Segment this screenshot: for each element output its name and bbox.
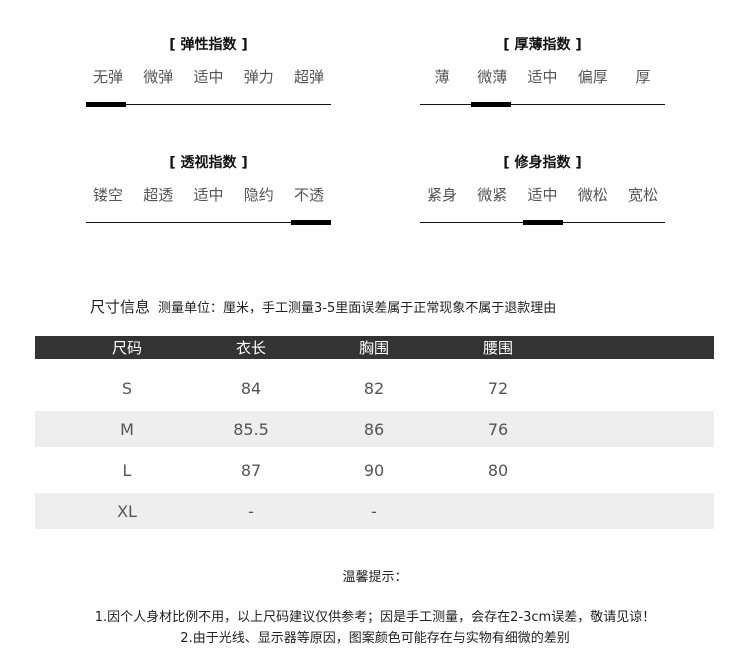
index-marker xyxy=(291,220,331,225)
index-option: 微弹 xyxy=(143,68,174,86)
index-option: 弹力 xyxy=(243,68,274,86)
index-option: 镂空 xyxy=(92,186,123,204)
table-cell: - xyxy=(248,501,254,521)
header-cell: 腰围 xyxy=(482,339,514,357)
index-option: 宽松 xyxy=(627,186,658,204)
header-cell: 尺码 xyxy=(111,339,143,357)
table-cell: M xyxy=(120,419,134,439)
header-cell: 胸围 xyxy=(358,339,390,357)
index-option: 超弹 xyxy=(293,68,324,86)
index-scale-line xyxy=(86,222,331,223)
index-marker xyxy=(522,220,563,225)
index-option: 偏厚 xyxy=(577,68,608,86)
table-cell: - xyxy=(371,501,377,521)
index-title: [ 厚薄指数 ] xyxy=(503,37,582,53)
table-cell: 85.5 xyxy=(233,419,269,439)
index-title: [ 透视指数 ] xyxy=(169,155,248,171)
index-option: 适中 xyxy=(193,68,224,86)
index-option: 薄 xyxy=(434,68,450,86)
table-cell: 76 xyxy=(487,419,509,439)
table-row: L 87 90 80 xyxy=(35,452,714,488)
index-marker xyxy=(86,102,126,107)
index-option: 厚 xyxy=(635,68,651,86)
size-table: 尺码 衣长 胸围 腰围 S 84 82 72 M 85.5 86 76 L 87 90 80 XL - - xyxy=(35,336,714,534)
index-option: 微薄 xyxy=(477,68,508,86)
table-cell: S xyxy=(121,378,133,398)
index-option: 紧身 xyxy=(426,186,457,204)
table-cell: L xyxy=(122,460,132,480)
table-cell: XL xyxy=(117,501,137,521)
size-info: 尺寸信息 测量单位：厘米，手工测量3-5里面误差属于正常现象不属于退款理由 xyxy=(90,296,556,317)
table-cell: 87 xyxy=(240,460,262,480)
index-scale-line xyxy=(420,104,665,105)
table-row: M 85.5 86 76 xyxy=(35,411,714,447)
index-scale-line xyxy=(86,104,331,105)
table-row: XL - - xyxy=(35,493,714,529)
table-cell: 86 xyxy=(363,419,385,439)
index-option: 隐约 xyxy=(243,186,274,204)
table-cell: 72 xyxy=(487,378,509,398)
index-option: 不透 xyxy=(293,186,324,204)
table-cell: 90 xyxy=(363,460,385,480)
tips-title: 温馨提示： xyxy=(342,570,408,585)
table-cell: 82 xyxy=(363,378,385,398)
table-cell: 84 xyxy=(240,378,262,398)
index-option: 适中 xyxy=(193,186,224,204)
table-row: S 84 82 72 xyxy=(35,370,714,406)
index-title: [ 弹性指数 ] xyxy=(169,37,248,53)
size-info-title: 尺寸信息 xyxy=(90,298,151,316)
index-option: 适中 xyxy=(527,68,558,86)
index-option: 微紧 xyxy=(477,186,508,204)
index-option: 微松 xyxy=(577,186,608,204)
header-cell: 衣长 xyxy=(235,339,267,357)
index-option: 适中 xyxy=(527,186,558,204)
table-header: 尺码 衣长 胸围 腰围 xyxy=(35,336,714,359)
tips-line-1: 1.因个人身材比例不用，以上尺码建议仅供参考；因是手工测量，会存在2-3cm误差… xyxy=(94,610,656,625)
tips-line-2: 2.由于光线、显示器等原因，图案颜色可能存在与实物有细微的差别 xyxy=(180,631,570,646)
index-option: 超透 xyxy=(143,186,174,204)
index-option: 无弹 xyxy=(92,68,123,86)
size-info-note: 测量单位：厘米，手工测量3-5里面误差属于正常现象不属于退款理由 xyxy=(158,301,557,316)
index-title: [ 修身指数 ] xyxy=(503,155,582,171)
index-marker xyxy=(471,102,512,107)
table-cell: 80 xyxy=(487,460,509,480)
